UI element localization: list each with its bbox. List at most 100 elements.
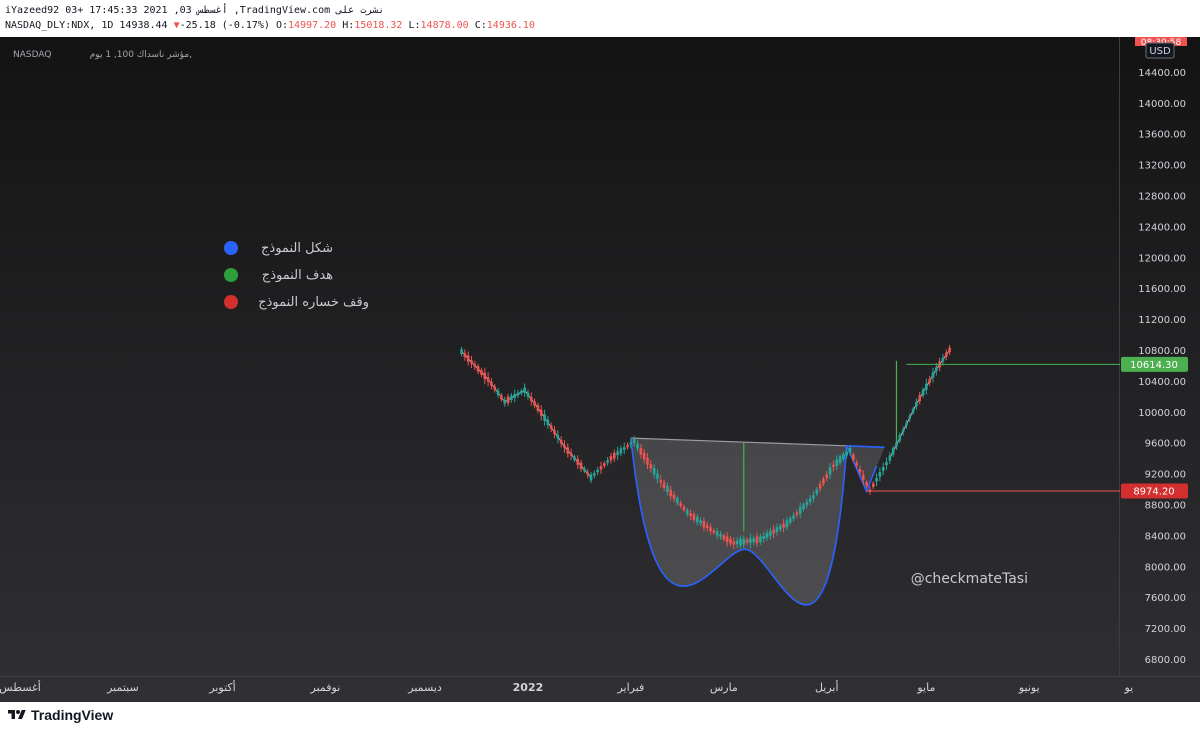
candle	[812, 491, 815, 503]
tradingview-brand-text: TradingView	[31, 707, 114, 723]
candle	[878, 467, 882, 482]
candle	[905, 419, 908, 429]
candle	[486, 372, 490, 387]
candle	[715, 527, 719, 540]
candle	[828, 463, 832, 480]
candle	[529, 392, 533, 406]
candle	[553, 426, 556, 439]
candle	[798, 502, 802, 519]
price-tick-label: 7200.00	[1145, 624, 1186, 635]
svg-text:USD: USD	[1149, 46, 1171, 57]
chart-canvas[interactable]: NASDAQ مؤشر ناسداك 100, 1 يوم, 6800.00 72…	[0, 37, 1200, 702]
candle	[931, 367, 935, 383]
candle	[676, 495, 679, 506]
candle	[845, 448, 848, 459]
candle	[778, 523, 782, 532]
candle	[599, 461, 603, 474]
tradingview-logo[interactable]: TradingView	[8, 707, 113, 723]
candle	[513, 389, 516, 403]
time-tick-label: 2022	[513, 681, 544, 694]
candle	[536, 402, 540, 414]
time-tick-label: مارس	[710, 681, 738, 694]
candle	[503, 396, 507, 407]
price-axis[interactable]: 6800.00 7200.00 7600.00 8000.00 8400.00 8800.…	[1138, 68, 1186, 666]
price-tick-label: 12800.00	[1138, 192, 1186, 203]
candle	[496, 387, 500, 398]
candle	[749, 533, 752, 549]
candle	[825, 471, 829, 482]
candle	[842, 451, 845, 462]
candle	[861, 470, 865, 485]
candle	[855, 459, 858, 469]
candle	[546, 416, 550, 429]
candle	[612, 449, 616, 462]
candle	[506, 393, 510, 406]
time-tick-label: مايو	[916, 681, 935, 694]
stop-price-label: 8974.20	[1121, 483, 1188, 499]
candle	[692, 511, 696, 523]
symbol-line: NASDAQ_DLY:NDX, 1D 14938.44 ▼-25.18 (-0.…	[5, 20, 535, 31]
handle-fill-area	[846, 445, 885, 492]
candle	[875, 473, 878, 487]
currency-button[interactable]: USD	[1145, 42, 1175, 59]
candle	[596, 466, 599, 476]
time-tick-label: يونيو	[1018, 681, 1040, 694]
price-tick-label: 14400.00	[1138, 68, 1186, 79]
candle	[722, 533, 726, 542]
price-tick-label: 13600.00	[1138, 130, 1186, 141]
candle	[679, 500, 682, 509]
candle	[632, 435, 636, 447]
candle	[569, 448, 573, 460]
time-tick-label: نوفمبر	[310, 681, 341, 694]
candle	[639, 443, 643, 459]
price-tick-label: 10400.00	[1138, 377, 1186, 388]
candle	[822, 476, 825, 487]
candle	[792, 512, 795, 522]
candle	[785, 517, 789, 531]
candle	[695, 513, 699, 526]
candle	[852, 452, 855, 462]
time-tick-label: سبتمبر	[106, 681, 139, 694]
candle	[460, 346, 463, 357]
legend-red-dot-icon	[224, 295, 238, 309]
publish-line: iYazeed92 03+ 17:45:33 2021 ,03 أغسطس ,T…	[5, 5, 385, 16]
candle	[838, 454, 842, 466]
candle	[583, 466, 586, 474]
candle	[895, 439, 898, 450]
chart-title: مؤشر ناسداك 100, 1 يوم,	[90, 50, 192, 60]
price-tick-label: 10800.00	[1138, 346, 1186, 357]
time-tick-label: فبراير	[616, 681, 644, 694]
plot-background	[0, 37, 1200, 702]
price-tick-label: 12400.00	[1138, 222, 1186, 233]
candle	[549, 422, 553, 433]
price-tick-label: 14000.00	[1138, 99, 1186, 110]
price-tick-label: 11200.00	[1138, 315, 1186, 326]
candle	[666, 482, 669, 496]
time-axis[interactable]: أغسطس سبتمبر أكتوبر نوفمبر ديسمبر 2022 فبراير م…	[0, 680, 1133, 694]
candle	[586, 468, 590, 479]
candle	[699, 517, 702, 527]
candle	[918, 392, 922, 405]
price-tick-label: 13200.00	[1138, 161, 1186, 172]
candle	[609, 452, 613, 464]
candle	[656, 469, 659, 484]
watermark-text: @checkmateTasi	[911, 571, 1028, 587]
candle	[802, 502, 805, 512]
ohlc-open: O:14997.20	[275, 20, 337, 31]
candle	[908, 413, 912, 422]
candle	[888, 452, 892, 464]
candle	[762, 531, 765, 543]
legend-label-stop: وقف خساره النموذج	[258, 295, 369, 310]
candle	[928, 375, 931, 386]
candle	[755, 532, 759, 547]
candle	[705, 521, 709, 532]
time-tick-label: أكتوبر	[208, 680, 235, 694]
price-tick-label: 11600.00	[1138, 284, 1186, 295]
price-tick-label: 8000.00	[1145, 562, 1186, 573]
footer-bar: TradingView	[0, 702, 1200, 730]
candle	[626, 442, 629, 450]
price-tick-label: 7600.00	[1145, 593, 1186, 604]
candle	[476, 363, 480, 375]
candle	[775, 523, 779, 536]
